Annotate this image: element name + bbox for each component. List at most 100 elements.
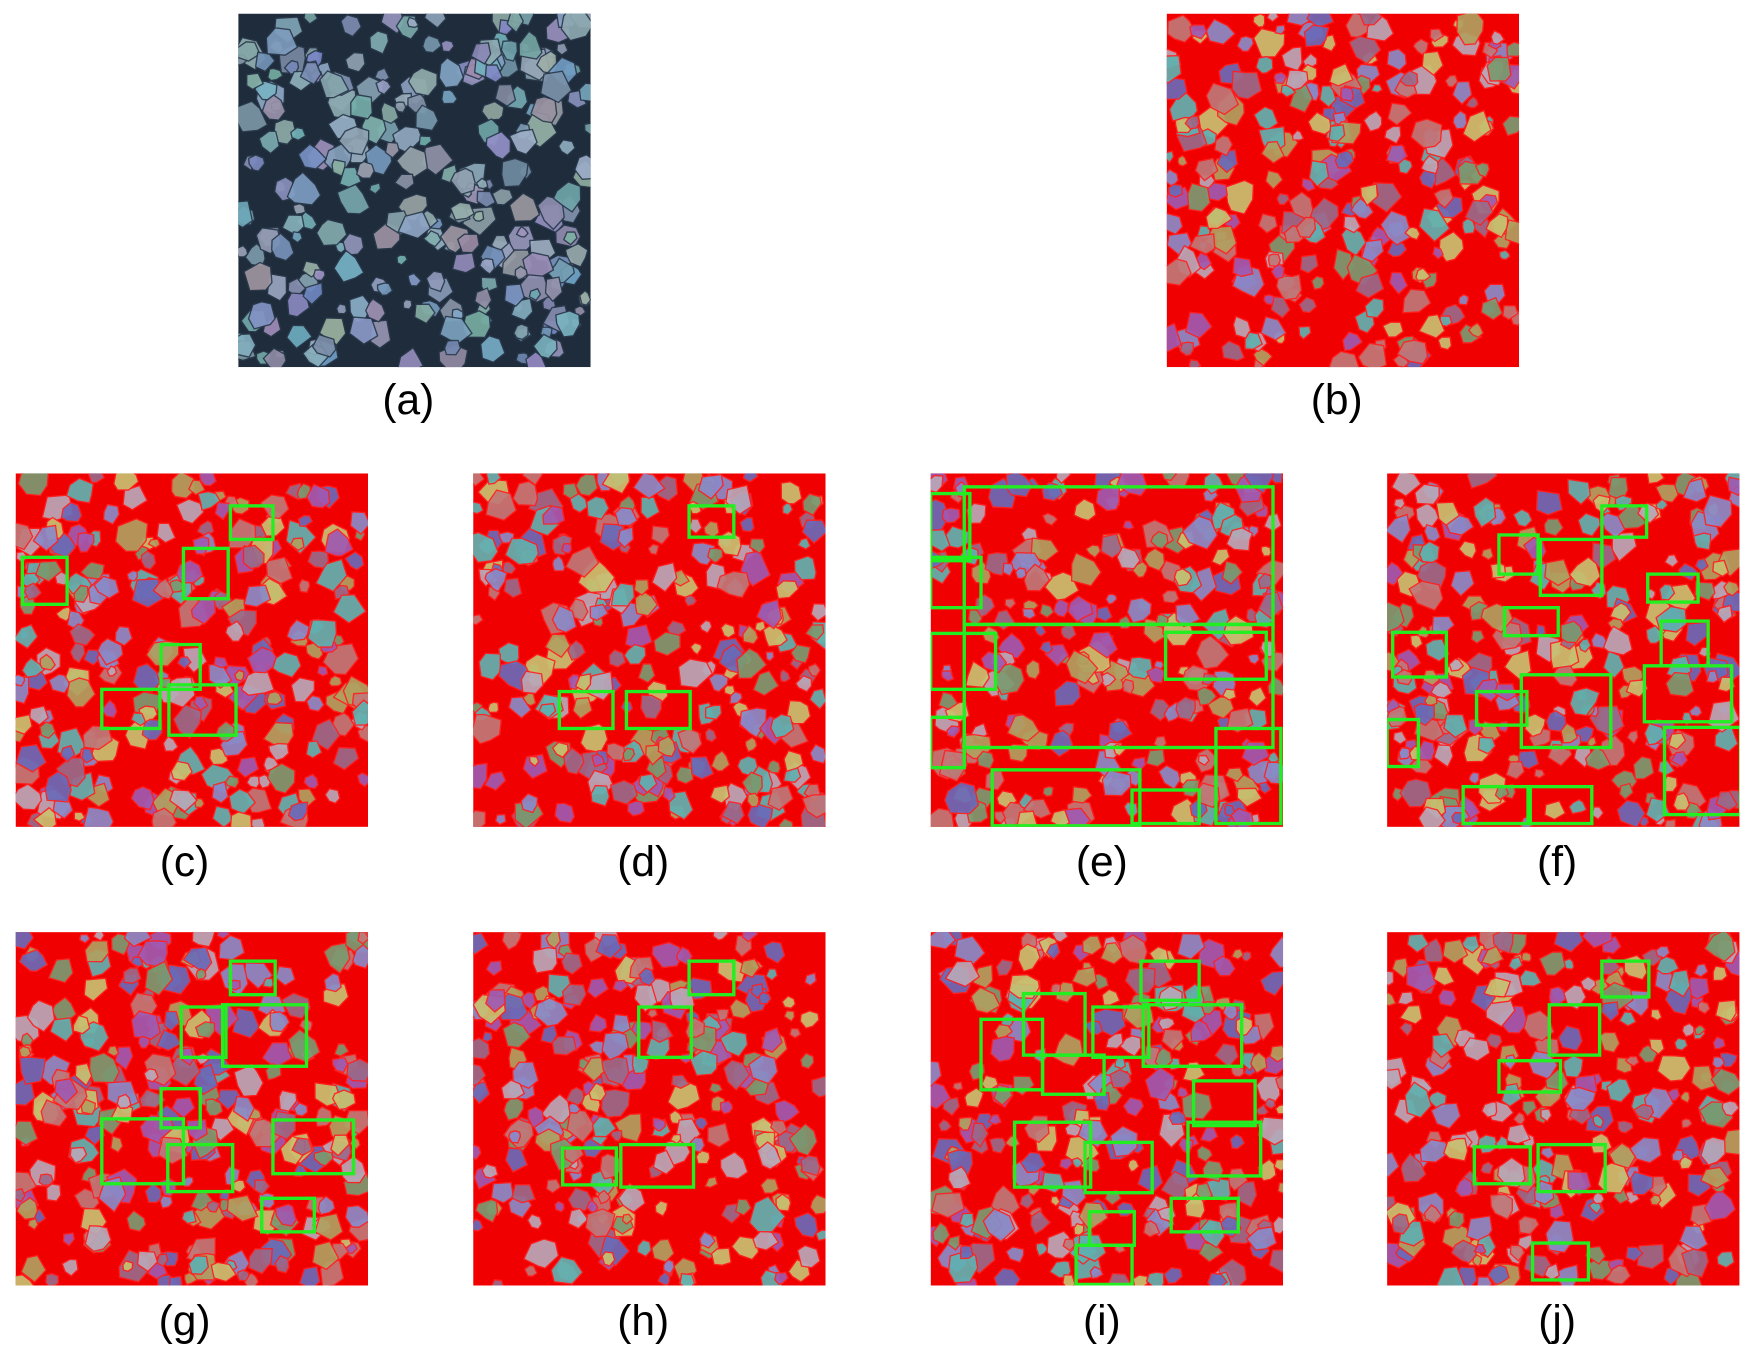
- grain: [1692, 532, 1712, 551]
- grain: [1433, 187, 1455, 209]
- grain: [636, 1239, 652, 1258]
- grain: [1723, 580, 1740, 597]
- grain: [1396, 339, 1429, 365]
- grain: [1021, 607, 1037, 620]
- grain: [562, 231, 578, 246]
- grain: [97, 1176, 127, 1213]
- grain: [415, 104, 439, 132]
- grain: [1252, 27, 1286, 58]
- grain: [1517, 1233, 1534, 1251]
- highlight-box: [220, 1003, 309, 1068]
- grain: [1680, 1090, 1691, 1104]
- grain: [716, 570, 751, 599]
- grain: [1523, 1009, 1555, 1042]
- grain: [1221, 560, 1244, 585]
- highlight-box: [1662, 725, 1740, 817]
- grain: [1195, 634, 1230, 670]
- grain: [1540, 1146, 1555, 1160]
- grain: [662, 1258, 675, 1275]
- highlight-box: [1083, 1140, 1154, 1195]
- grain: [330, 1134, 351, 1157]
- grain: [1501, 115, 1520, 137]
- grain: [632, 473, 666, 500]
- grain: [734, 1198, 752, 1216]
- grain: [1274, 1074, 1284, 1091]
- grain: [1423, 693, 1438, 707]
- grain: [583, 122, 591, 136]
- grain: [18, 948, 49, 973]
- grain: [259, 494, 290, 520]
- grain: [175, 498, 205, 525]
- highlight-box: [930, 555, 983, 610]
- grain: [302, 281, 324, 306]
- grain: [1505, 761, 1525, 780]
- grain: [970, 1122, 989, 1149]
- grain: [356, 772, 369, 788]
- grain: [337, 125, 370, 156]
- grain: [551, 604, 578, 634]
- grain: [238, 244, 249, 258]
- grain: [578, 82, 591, 102]
- highlight-box: [1169, 1196, 1240, 1234]
- grain: [1328, 124, 1346, 143]
- grain: [44, 770, 72, 803]
- grain: [760, 1177, 780, 1194]
- highlight-box: [1040, 1053, 1106, 1096]
- grain: [800, 1154, 821, 1177]
- grain: [684, 594, 698, 607]
- grain: [1179, 341, 1195, 357]
- grain: [723, 1059, 751, 1091]
- grain: [15, 1196, 39, 1221]
- grain: [1702, 494, 1733, 528]
- grain: [348, 316, 379, 346]
- grain: [1225, 527, 1254, 552]
- grain: [1658, 583, 1676, 601]
- grain: [1166, 322, 1183, 353]
- grain: [1502, 304, 1519, 321]
- grain: [617, 526, 635, 549]
- grain: [601, 1055, 630, 1086]
- grain: [102, 503, 120, 526]
- grain: [1342, 331, 1364, 352]
- grain: [765, 968, 779, 982]
- grain: [566, 1108, 597, 1144]
- grain: [715, 1008, 730, 1022]
- grain: [677, 727, 703, 755]
- grain: [1404, 226, 1421, 241]
- grain: [608, 649, 627, 668]
- grain: [1481, 1101, 1498, 1119]
- grain: [176, 656, 192, 670]
- grain: [500, 40, 519, 62]
- grain: [1606, 1078, 1632, 1103]
- grain: [1474, 161, 1491, 178]
- grain: [1480, 1161, 1494, 1175]
- grain: [611, 1013, 632, 1034]
- grain: [1564, 1086, 1597, 1112]
- grain: [375, 78, 392, 96]
- grain: [1677, 562, 1699, 582]
- grain: [473, 1037, 491, 1060]
- grain: [456, 233, 480, 254]
- grain: [418, 135, 433, 147]
- grain: [1298, 296, 1318, 314]
- grain: [1567, 478, 1592, 506]
- grain: [490, 1181, 515, 1204]
- grain: [47, 957, 74, 984]
- grain: [557, 139, 576, 157]
- grain: [762, 940, 786, 964]
- grain: [1121, 678, 1135, 695]
- grain: [473, 287, 493, 311]
- grain: [1116, 546, 1141, 570]
- grain: [438, 57, 465, 89]
- grain: [707, 1122, 731, 1148]
- grain: [289, 537, 305, 552]
- grain: [1157, 1016, 1176, 1031]
- grain: [555, 310, 581, 338]
- grain: [422, 34, 443, 54]
- grain: [780, 481, 803, 505]
- grain: [1087, 631, 1119, 659]
- grain: [677, 658, 714, 689]
- grain: [291, 1137, 314, 1157]
- grain: [365, 297, 387, 323]
- grain: [32, 524, 59, 552]
